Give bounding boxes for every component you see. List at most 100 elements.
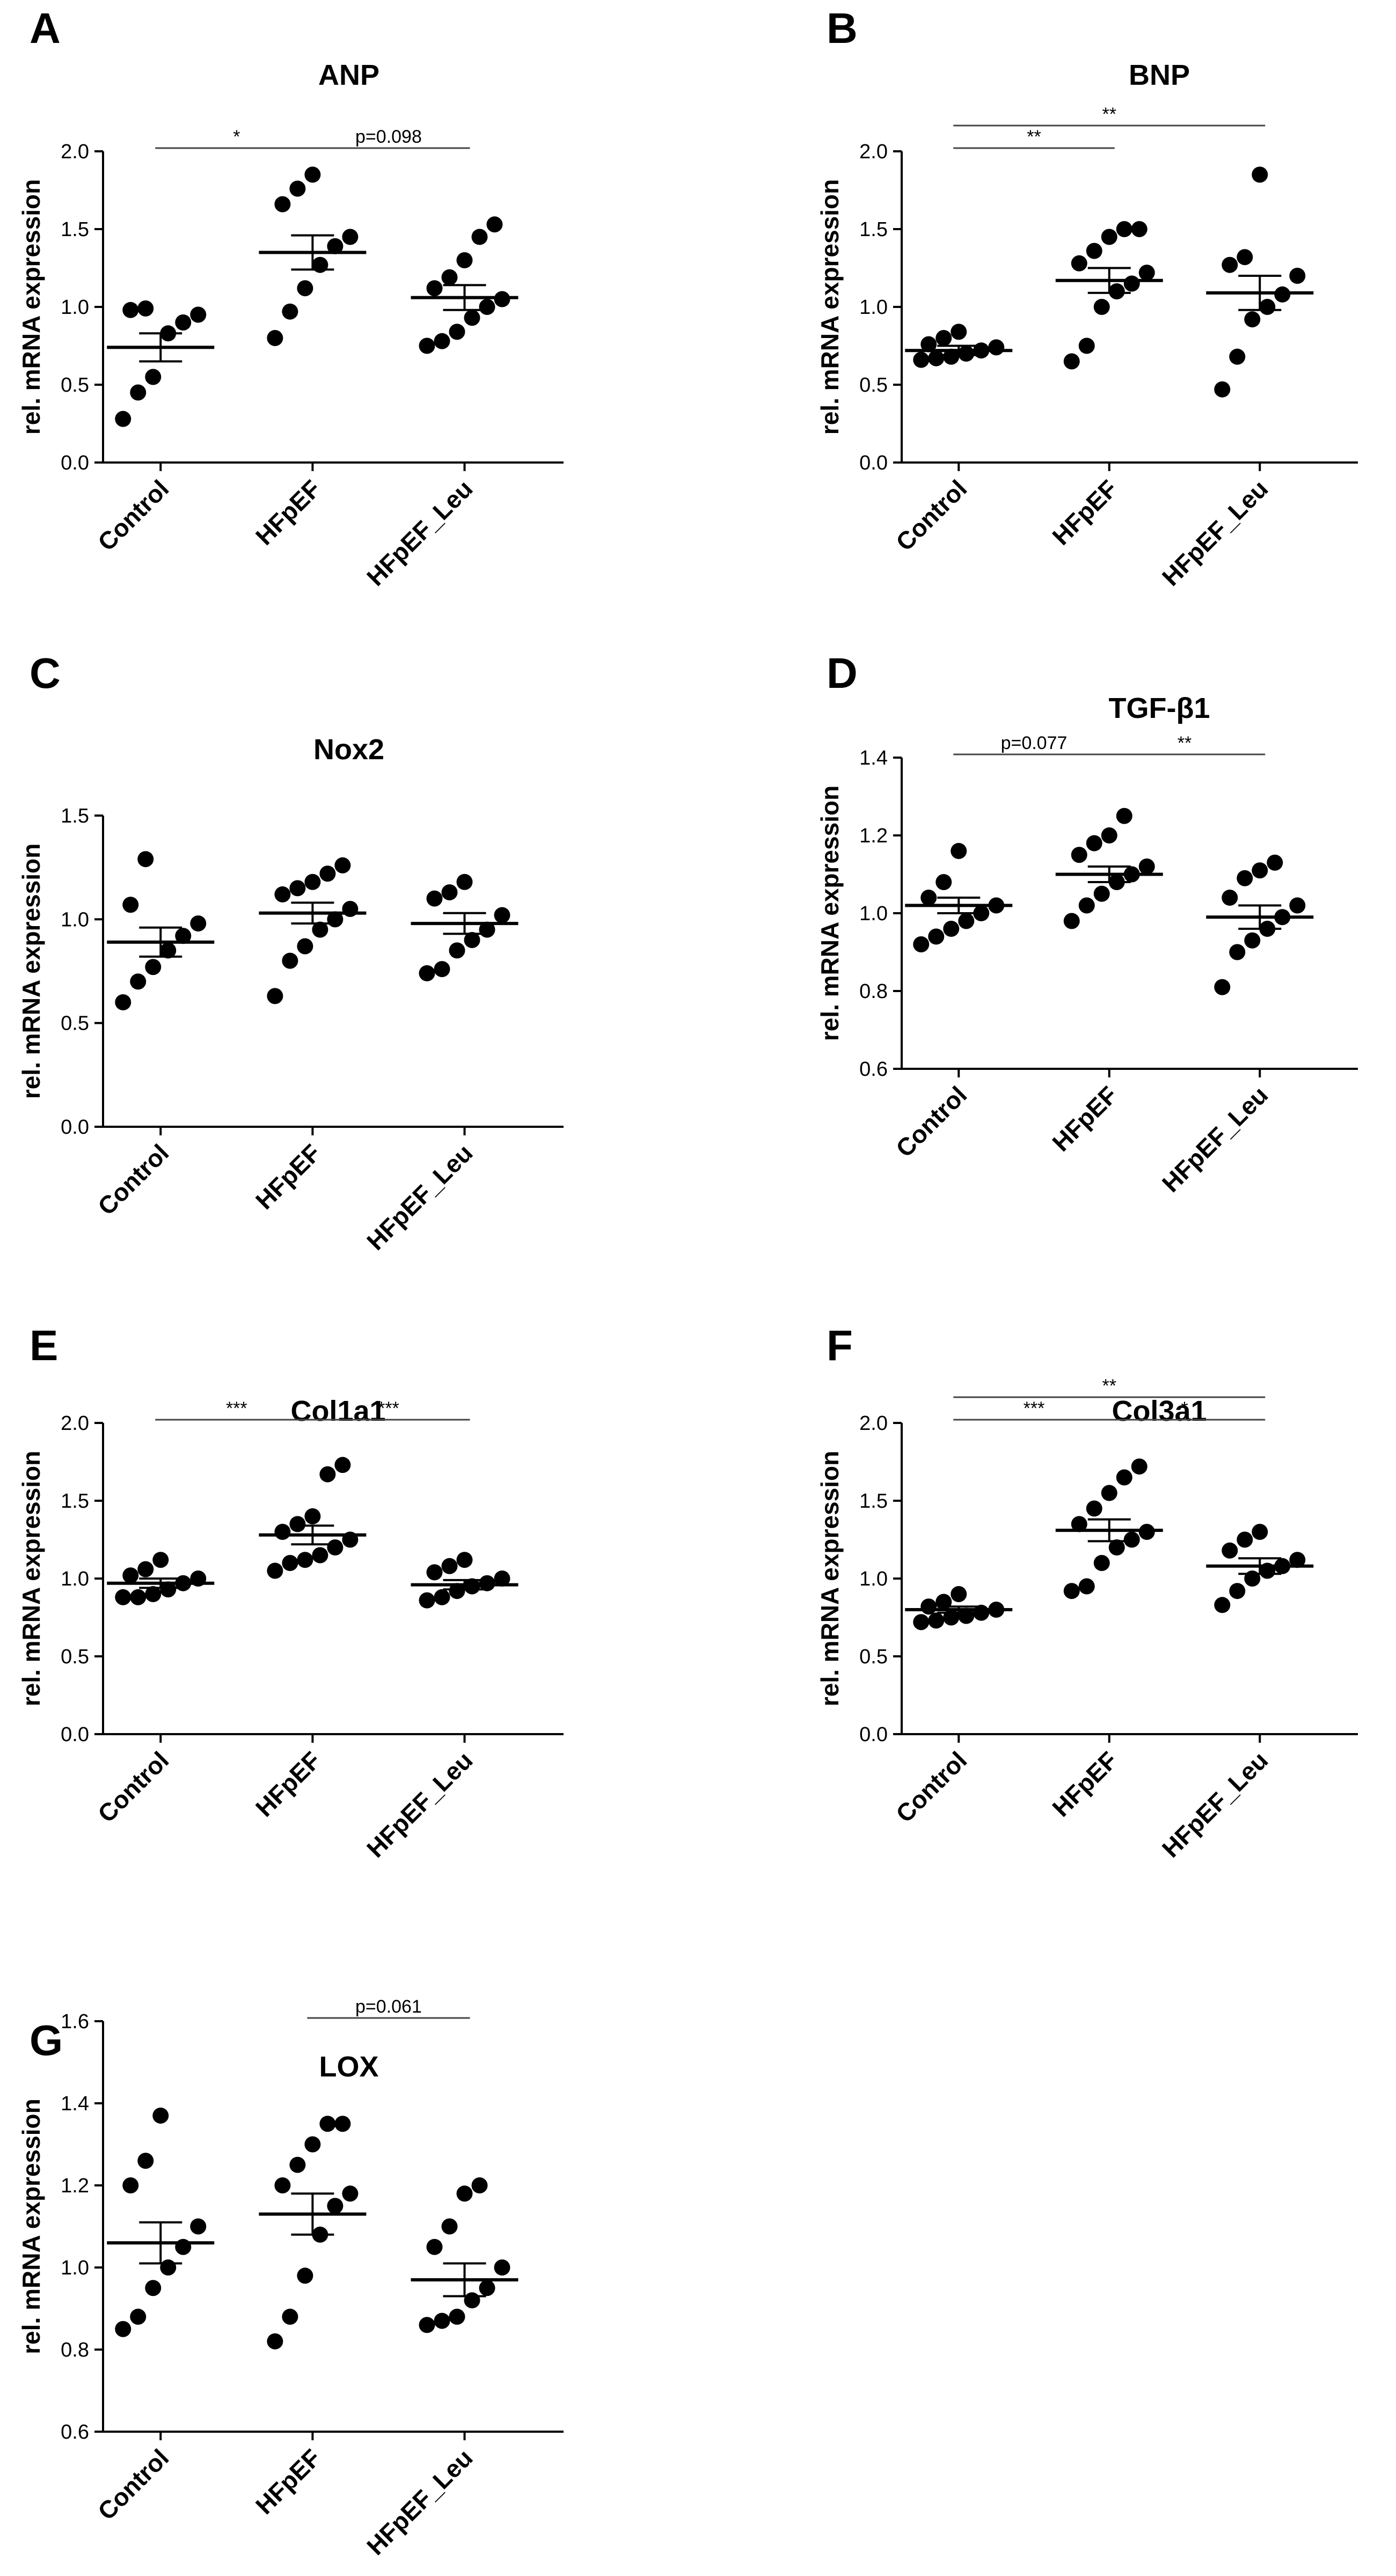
data-point <box>122 1567 139 1584</box>
data-point <box>471 229 488 245</box>
data-point <box>426 890 443 907</box>
data-point <box>1229 944 1246 960</box>
significance-label: p=0.098 <box>355 127 422 147</box>
data-point <box>145 959 162 975</box>
data-point <box>1131 1458 1148 1475</box>
data-point <box>1237 1531 1253 1548</box>
data-point <box>1289 897 1306 914</box>
significance-label: *** <box>378 1398 399 1419</box>
data-point <box>441 269 458 285</box>
data-point <box>1222 256 1238 273</box>
y-tick-label: 0.0 <box>859 452 888 474</box>
x-category-label: Control <box>92 474 174 556</box>
x-category-label: HFpEF_Leu <box>1157 1081 1273 1197</box>
data-point <box>441 884 458 901</box>
chart-panel-g: G LOX 0.6 0.8 1.0 1.2 1.4 1.6 rel. mRNA expressi… <box>17 1997 564 2560</box>
data-point <box>464 310 480 326</box>
data-point <box>297 938 313 955</box>
data-point <box>304 1508 321 1524</box>
data-point <box>928 350 945 366</box>
data-point <box>419 2317 435 2333</box>
data-point <box>1222 1542 1238 1559</box>
significance-label: * <box>233 127 240 147</box>
data-point <box>920 1598 937 1615</box>
x-category-label: HFpEF <box>1047 1746 1123 1822</box>
y-axis-label: rel. mRNA expression <box>17 843 45 1099</box>
data-point <box>913 351 930 368</box>
y-tick-label: 1.2 <box>61 2175 89 2197</box>
data-point <box>1244 932 1261 949</box>
data-point <box>1101 1485 1117 1501</box>
data-point <box>958 913 975 929</box>
data-point <box>122 897 139 913</box>
data-point <box>456 874 473 890</box>
significance-label: * <box>1181 1398 1188 1419</box>
y-tick-label: 0.6 <box>61 2421 89 2443</box>
data-point <box>1229 1583 1246 1599</box>
y-tick-label: 0.0 <box>61 1116 89 1139</box>
data-point <box>145 2280 162 2296</box>
data-point <box>297 280 313 297</box>
data-point <box>1071 255 1087 271</box>
chart-title: Nox2 <box>313 733 384 766</box>
data-point <box>471 2177 488 2193</box>
data-point <box>190 306 207 323</box>
x-category-label: Control <box>92 1746 174 1828</box>
y-tick-label: 2.0 <box>61 1412 89 1435</box>
y-tick-label: 1.5 <box>859 1490 888 1513</box>
data-point <box>1237 249 1253 266</box>
data-point <box>928 1612 945 1629</box>
significance-label: p=0.077 <box>1001 733 1068 753</box>
data-point <box>1078 897 1095 914</box>
data-point <box>115 2321 131 2337</box>
data-point <box>434 333 450 349</box>
data-point <box>479 2280 495 2296</box>
y-tick-label: 1.0 <box>61 296 89 319</box>
data-point <box>456 1552 473 1568</box>
data-point <box>274 196 291 212</box>
y-tick-label: 0.0 <box>859 1723 888 1746</box>
data-point <box>1267 854 1283 871</box>
y-tick-label: 1.0 <box>61 2257 89 2279</box>
data-point <box>913 936 930 952</box>
data-point <box>449 2308 465 2325</box>
data-point <box>973 905 990 921</box>
data-point <box>1063 1583 1080 1599</box>
y-axis-label: rel. mRNA expression <box>816 179 844 435</box>
y-tick-label: 0.5 <box>859 374 888 397</box>
chart-panel-d: D TGF-β1 0.6 0.8 1.0 1.2 1.4 rel. mRNA expressi… <box>816 649 1358 1198</box>
data-point <box>289 180 306 197</box>
data-point <box>267 1562 283 1579</box>
data-point <box>1093 299 1110 315</box>
data-point <box>1116 221 1132 237</box>
data-point <box>1101 229 1117 245</box>
data-point <box>434 1589 450 1605</box>
data-point <box>1063 353 1080 370</box>
data-point <box>426 2239 443 2255</box>
y-tick-label: 0.5 <box>61 1012 89 1035</box>
significance-label: ** <box>1102 1376 1116 1396</box>
data-point <box>327 238 343 254</box>
x-category-label: HFpEF_Leu <box>361 474 478 591</box>
x-category-label: HFpEF_Leu <box>361 1139 478 1255</box>
data-point <box>304 874 321 890</box>
data-point <box>1131 221 1148 237</box>
data-point <box>304 2136 321 2153</box>
x-category-label: HFpEF <box>250 2443 326 2520</box>
x-category-label: Control <box>890 1746 972 1828</box>
y-tick-label: 1.0 <box>859 1568 888 1590</box>
data-point <box>419 337 435 354</box>
y-tick-label: 1.0 <box>61 1568 89 1590</box>
x-category-label: Control <box>890 474 972 556</box>
chart-title: LOX <box>319 2051 378 2083</box>
y-axis-label: rel. mRNA expression <box>816 786 844 1041</box>
data-point <box>1123 275 1140 292</box>
y-tick-label: 0.5 <box>859 1646 888 1668</box>
data-point <box>1116 1469 1132 1486</box>
data-point <box>267 988 283 1004</box>
y-axis-label: rel. mRNA expression <box>816 1451 844 1706</box>
data-point <box>1086 243 1102 259</box>
data-point <box>1214 381 1231 398</box>
y-tick-label: 1.6 <box>61 2010 89 2033</box>
